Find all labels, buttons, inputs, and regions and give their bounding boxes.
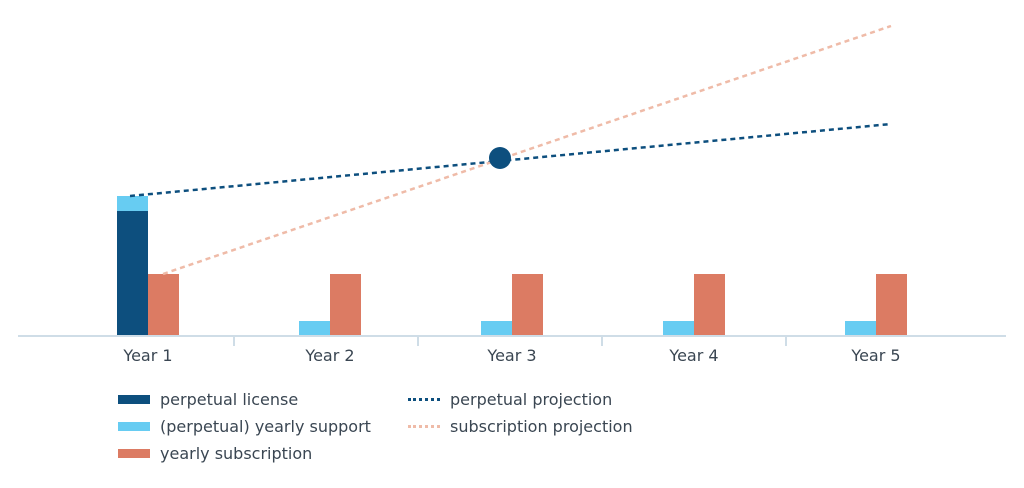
- legend-swatch-yearly-support: [118, 422, 150, 431]
- legend-item-perpetual-license: perpetual license: [118, 390, 298, 409]
- legend-label-yearly-subscription: yearly subscription: [160, 444, 313, 463]
- legend-label-perpetual-license: perpetual license: [160, 390, 299, 409]
- x-axis: Year 1 Year 2 Year 3 Year 4 Year 5: [18, 335, 1006, 365]
- legend-label-subscription-projection: subscription projection: [450, 417, 633, 436]
- legend-item-perpetual-projection: perpetual projection: [408, 390, 612, 409]
- break-even-marker: [489, 147, 511, 169]
- subscription-projection-line: [162, 24, 892, 276]
- x-tick-label: Year 3: [486, 346, 536, 365]
- legend-label-perpetual-projection: perpetual projection: [450, 390, 613, 409]
- projection-lines-group: [129, 24, 892, 276]
- legend-swatch-perpetual-license: [118, 395, 150, 404]
- bar-yearly-subscription: [694, 274, 725, 336]
- legend-label-yearly-support: (perpetual) yearly support: [160, 417, 371, 436]
- x-tick-label: Year 5: [850, 346, 900, 365]
- legend-item-subscription-projection: subscription projection: [408, 417, 633, 436]
- legend: perpetual license (perpetual) yearly sup…: [118, 390, 718, 470]
- legend-swatch-subscription-projection: [408, 425, 440, 428]
- bar-perpetual-license: [117, 211, 148, 336]
- legend-item-yearly-subscription: yearly subscription: [118, 444, 312, 463]
- legend-item-yearly-support: (perpetual) yearly support: [118, 417, 371, 436]
- x-tick-label: Year 2: [304, 346, 354, 365]
- bar-yearly-support: [845, 321, 876, 336]
- bar-yearly-subscription: [876, 274, 907, 336]
- legend-swatch-yearly-subscription: [118, 449, 150, 458]
- x-tick-label: Year 1: [122, 346, 172, 365]
- bar-yearly-support: [663, 321, 694, 336]
- bars-group: [117, 196, 907, 336]
- bar-yearly-support: [481, 321, 512, 336]
- bar-yearly-support: [117, 196, 148, 211]
- bar-yearly-support: [299, 321, 330, 336]
- bar-yearly-subscription: [330, 274, 361, 336]
- legend-swatch-perpetual-projection: [408, 398, 440, 401]
- x-tick-label: Year 4: [668, 346, 718, 365]
- bar-yearly-subscription: [148, 274, 179, 336]
- bar-yearly-subscription: [512, 274, 543, 336]
